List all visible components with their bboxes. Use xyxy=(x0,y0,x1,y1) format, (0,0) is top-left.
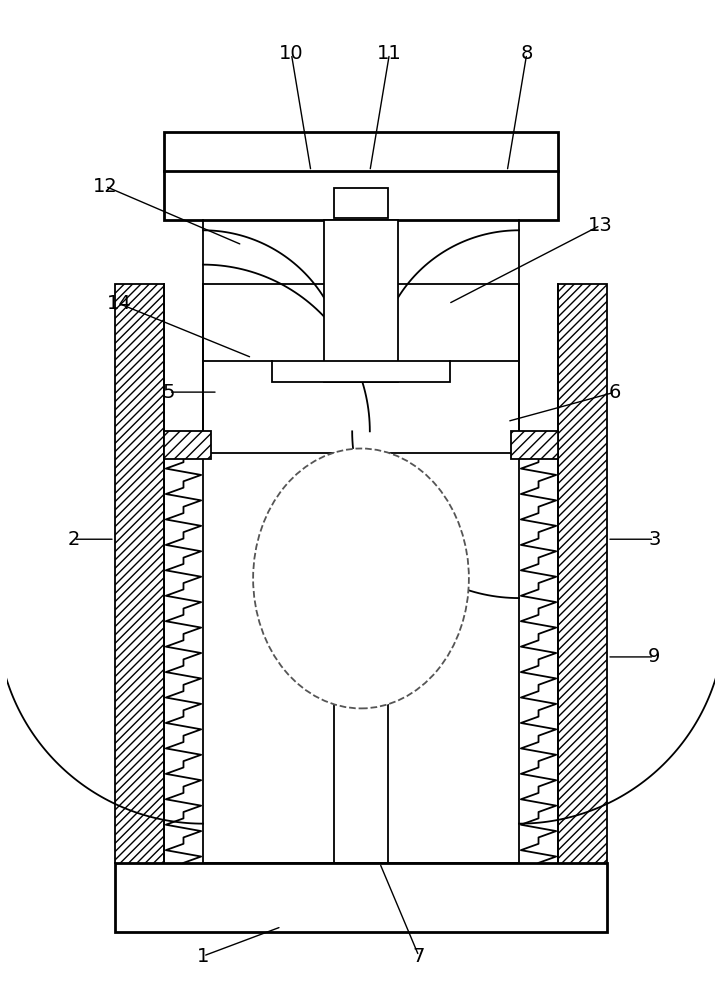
Text: 2: 2 xyxy=(67,530,80,549)
Text: 14: 14 xyxy=(108,294,132,313)
Text: 10: 10 xyxy=(279,44,304,63)
Text: 11: 11 xyxy=(377,44,402,63)
Bar xyxy=(164,132,558,220)
Bar xyxy=(511,431,558,459)
Bar xyxy=(115,863,607,932)
Text: 12: 12 xyxy=(92,177,118,196)
Text: 1: 1 xyxy=(197,947,209,966)
Text: 13: 13 xyxy=(588,216,613,235)
Ellipse shape xyxy=(253,449,469,708)
Bar xyxy=(323,220,399,382)
Bar xyxy=(115,284,164,863)
Text: 9: 9 xyxy=(648,647,661,666)
Bar xyxy=(558,284,607,863)
Bar xyxy=(271,361,451,382)
Bar xyxy=(164,431,211,459)
Text: 3: 3 xyxy=(648,530,661,549)
Text: 8: 8 xyxy=(521,44,533,63)
Text: 7: 7 xyxy=(413,947,425,966)
Text: 6: 6 xyxy=(609,383,621,402)
Bar xyxy=(334,188,388,218)
Text: 5: 5 xyxy=(162,383,175,402)
